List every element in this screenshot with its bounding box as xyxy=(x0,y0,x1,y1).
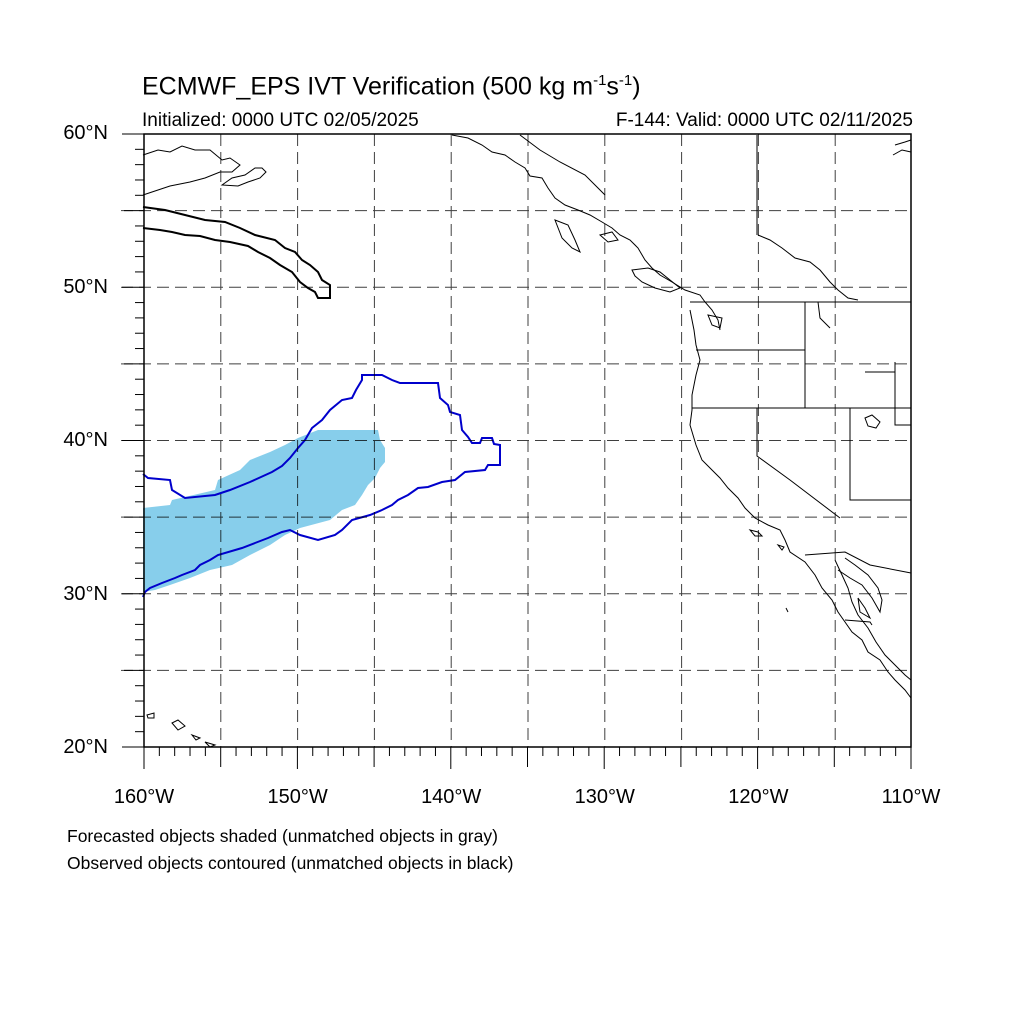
axis-ticks xyxy=(122,133,912,769)
chart-title: ECMWF_EPS IVT Verification (500 kg m-1s-… xyxy=(142,72,641,101)
lon-label-160w: 160°W xyxy=(113,786,175,808)
init-time-label: Initialized: 0000 UTC 02/05/2025 xyxy=(142,110,419,131)
lat-label-20n: 20°N xyxy=(63,736,108,758)
grid-lines xyxy=(121,134,911,747)
lat-label-40n: 40°N xyxy=(63,429,108,451)
coastline xyxy=(142,134,912,748)
lon-label-120w: 120°W xyxy=(728,786,789,808)
observed-note: Observed objects contoured (unmatched ob… xyxy=(67,853,514,873)
forecast-object-matched xyxy=(143,430,385,592)
lon-label-150w: 150°W xyxy=(267,786,328,808)
lon-label-110w: 110°W xyxy=(881,786,941,808)
lat-label-30n: 30°N xyxy=(63,583,108,605)
forecast-note: Forecasted objects shaded (unmatched obj… xyxy=(67,826,498,846)
lon-label-130w: 130°W xyxy=(574,786,635,808)
lat-label-60n: 60°N xyxy=(63,122,108,144)
observed-object-unmatched xyxy=(142,206,331,299)
valid-time-label: F-144: Valid: 0000 UTC 02/11/2025 xyxy=(615,110,913,131)
lat-label-50n: 50°N xyxy=(63,276,108,298)
lon-label-140w: 140°W xyxy=(421,786,482,808)
